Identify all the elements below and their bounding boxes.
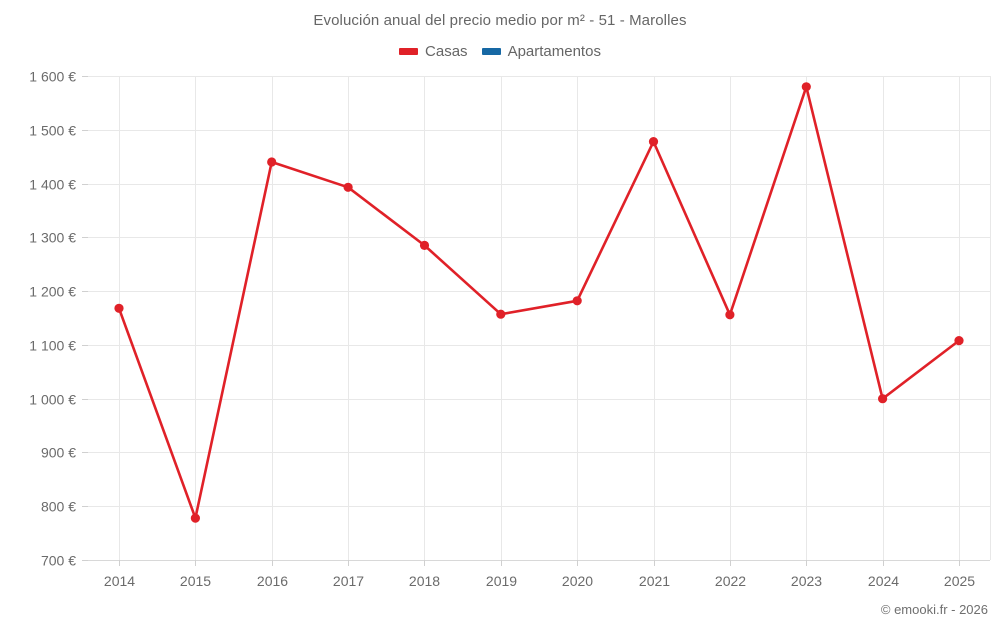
- x-axis-label: 2022: [715, 573, 746, 589]
- legend-item-casas[interactable]: Casas: [399, 43, 468, 60]
- y-axis-label: 900 €: [41, 445, 76, 461]
- y-axis-label: 1 500 €: [29, 123, 76, 139]
- y-axis-label: 1 000 €: [29, 392, 76, 408]
- footer-credit: © emooki.fr - 2026: [880, 602, 988, 617]
- y-axis-label: 1 400 €: [29, 177, 76, 193]
- data-point[interactable]: [190, 513, 200, 523]
- legend-item-apartamentos[interactable]: Apartamentos: [481, 43, 601, 60]
- data-point[interactable]: [419, 240, 430, 250]
- data-point[interactable]: [267, 157, 277, 167]
- y-axis-label: 1 200 €: [29, 284, 76, 300]
- x-axis-label: 2017: [333, 573, 364, 589]
- data-point[interactable]: [801, 82, 811, 92]
- x-axis-label: 2018: [409, 573, 440, 589]
- data-point[interactable]: [114, 303, 124, 313]
- legend-label-apartamentos: Apartamentos: [507, 43, 601, 60]
- series-line-casas: [117, 85, 961, 520]
- x-axis-label: 2023: [791, 573, 822, 589]
- x-axis-label: 2021: [639, 573, 670, 589]
- x-axis-label: 2016: [257, 573, 288, 589]
- x-axis-label: 2015: [180, 573, 211, 589]
- data-point[interactable]: [648, 137, 659, 147]
- legend-swatch-apartamentos: [481, 48, 501, 55]
- data-point[interactable]: [496, 309, 506, 319]
- x-axis-label: 2020: [562, 573, 593, 589]
- x-axis-label: 2014: [104, 573, 135, 589]
- legend-swatch-casas: [399, 48, 419, 55]
- x-axis-label: 2025: [944, 573, 975, 589]
- x-axis-label: 2019: [486, 573, 517, 589]
- y-axis-label: 1 100 €: [29, 338, 76, 354]
- data-point[interactable]: [878, 394, 888, 404]
- data-point[interactable]: [343, 182, 353, 192]
- y-axis-label: 800 €: [41, 499, 76, 515]
- data-point[interactable]: [725, 310, 735, 320]
- y-axis-label: 1 600 €: [29, 69, 76, 85]
- x-axis-label: 2024: [868, 573, 899, 589]
- data-point[interactable]: [572, 296, 582, 306]
- y-axis-label: 1 300 €: [29, 230, 76, 246]
- legend-label-casas: Casas: [425, 43, 468, 60]
- chart-title: Evolución anual del precio medio por m² …: [313, 12, 687, 29]
- chart-legend: Casas Apartamentos: [0, 43, 1000, 60]
- y-axis-label: 700 €: [41, 553, 76, 569]
- data-point[interactable]: [954, 336, 964, 346]
